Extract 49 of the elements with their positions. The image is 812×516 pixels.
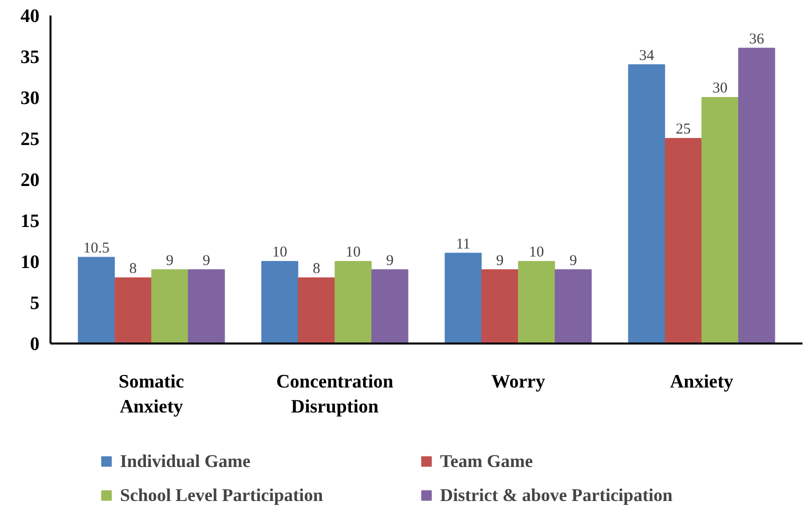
y-tick-label: 40 [20,6,40,27]
data-label: 25 [676,122,691,138]
bar [701,97,738,344]
bar [664,138,702,344]
x-tick-label: Concentration Disruption [276,372,394,418]
bar [481,269,518,344]
y-tick-label: 10 [20,252,40,273]
y-tick-label: 20 [20,170,40,191]
data-label: 8 [312,260,320,277]
bar [114,277,152,344]
x-tick-label: Anxiety [670,372,734,392]
bar [298,277,335,344]
bar [371,269,408,344]
legend-label: Team Game [440,450,534,472]
data-label: 36 [749,31,765,48]
legend-label: District & above Participation [440,484,674,507]
bar [628,64,666,344]
bar [738,48,776,344]
data-label: 30 [712,80,728,97]
y-tick-label: 25 [20,129,40,150]
data-label: 10 [272,244,288,261]
data-label: 11 [456,236,470,252]
y-tick-label: 0 [30,334,40,355]
data-label: 9 [496,252,504,269]
bar [78,256,115,344]
x-tick-label: Worry [491,372,546,392]
data-label: 34 [639,48,655,64]
data-label: 8 [129,260,137,277]
bar [554,269,592,344]
data-label: 9 [569,252,577,269]
y-tick-label: 30 [20,88,40,109]
bar [518,261,556,344]
legend-label: School Level Participation [120,484,324,507]
data-label: 10 [346,244,361,261]
legend-label: Individual Game [120,450,252,472]
bar [444,252,482,344]
bar [334,261,372,344]
bar [188,269,225,344]
data-label: 9 [386,252,394,269]
y-tick-label: 35 [20,47,40,68]
x-tick-label: Somatic Anxiety [118,372,184,418]
data-label: 9 [166,252,174,269]
bar [151,269,188,344]
bar [261,261,298,344]
y-tick-label: 5 [30,293,40,314]
data-label: 10.5 [83,240,110,256]
data-label: 10 [529,244,544,261]
data-label: 9 [202,252,210,269]
y-tick-label: 15 [20,211,40,232]
